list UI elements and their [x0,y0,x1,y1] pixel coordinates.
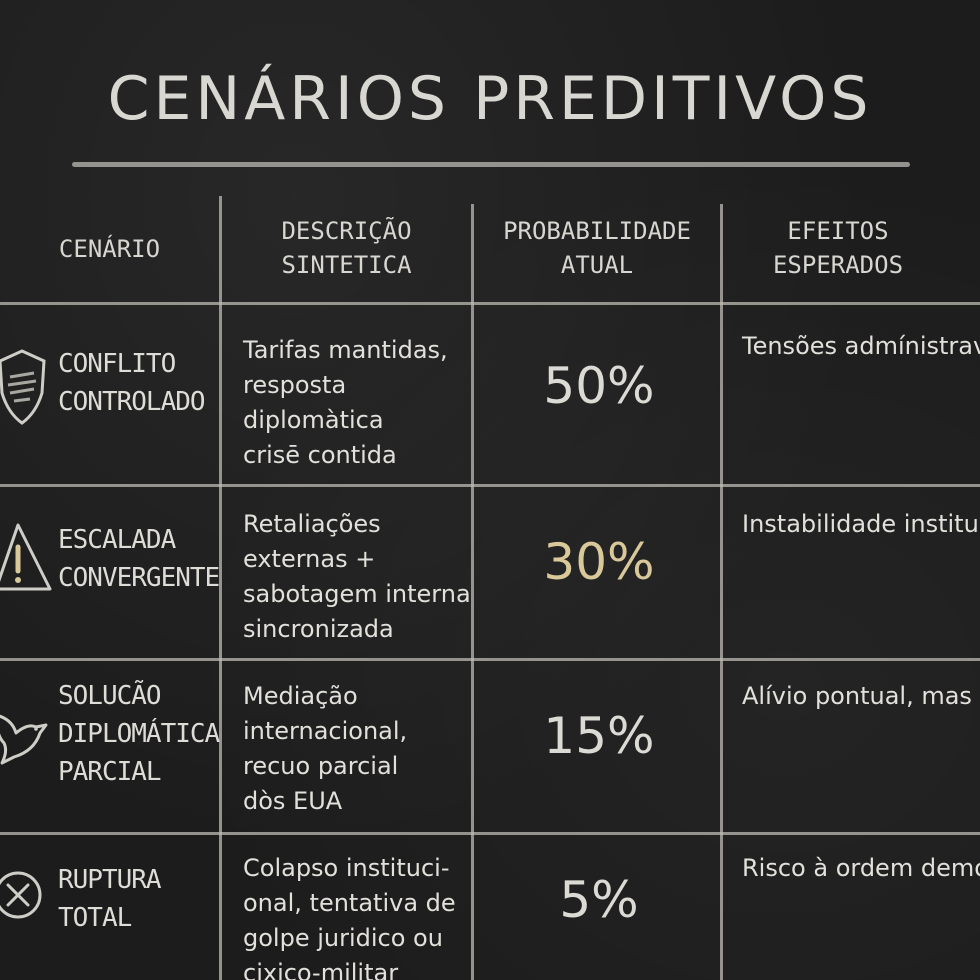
header-description: DESCRIÇÃO SINTETICA [281,217,412,279]
scenario-name: SOLUCÃO DIPLOMÁTICA PARCIAL [58,681,220,787]
probability-value: 15% [543,707,655,765]
row-divider [0,484,980,487]
header-scenario: CENÁRIO [58,235,161,263]
expected-effects: Instabilidade institucional, risco real … [742,510,980,538]
header-divider [0,302,980,305]
column-divider [471,204,474,980]
scenario-name: ESCALADA CONVERGENTE [58,525,220,593]
scenario-description: Retaliações externas + sabotagem interna… [243,510,471,643]
scenario-name: CONFLITO CONTROLADO [58,349,206,417]
scenario-description: Mediação internacional, recuo parcial dò… [243,682,408,815]
expected-effects: Risco à ordem democrática, quebra de est… [742,854,980,882]
expected-effects: Alívio pontual, mas sem resolver estrutu… [742,682,980,710]
probability-value: 30% [543,533,655,591]
column-divider [720,204,723,980]
table-row: CONFLITO CONTROLADO Tarifas mantidas, re… [0,305,980,484]
scenario-name: RUPTURA TOTAL [58,865,162,933]
dove-icon [0,695,50,765]
scenario-description: Tarifas mantidas, resposta diplomàtica c… [243,336,448,469]
x-circle-icon [0,863,50,927]
page-title: CENÁRIOS PREDITIVOS [107,64,873,134]
row-divider [0,658,980,661]
warning-triangle-icon [0,521,54,595]
shield-icon [0,347,48,427]
table-row: ESCALADA CONVERGENTE Retaliações externa… [0,487,980,658]
table-row: SOLUCÃO DIPLOMÁTICA PARCIAL Mediação int… [0,661,980,832]
table-row: RUPTURA TOTAL Colapso instituci- onal, t… [0,835,980,980]
title-underline [72,162,910,167]
expected-effects: Tensões admínistraveis, desgesta politic… [742,332,980,360]
row-divider [0,832,980,835]
probability-value: 5% [559,871,639,929]
scenario-description: Colapso instituci- onal, tentativa de go… [243,854,456,980]
header-probability: PROBABILIDADE ATUAL [503,217,691,279]
header-effects: EFEITOS ESPERADOS [772,217,904,279]
column-divider [219,196,222,980]
probability-value: 50% [543,357,655,415]
